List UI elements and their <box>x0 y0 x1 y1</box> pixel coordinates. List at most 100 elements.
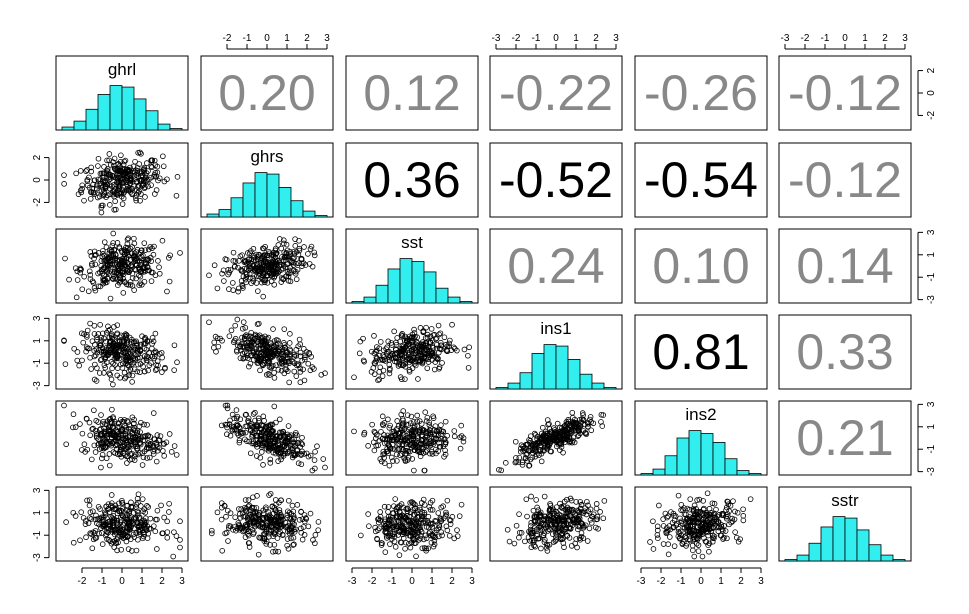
scatter-point <box>248 256 255 262</box>
scatter-point <box>307 452 314 459</box>
scatter-point <box>302 356 308 363</box>
scatter-point <box>283 254 289 261</box>
scatter-point <box>234 348 240 355</box>
scatter-point <box>84 167 90 173</box>
scatter-point <box>438 422 444 428</box>
scatter-point <box>264 269 271 275</box>
scatter-point <box>222 256 229 262</box>
scatter-point <box>414 412 420 419</box>
scatter-point <box>150 410 157 416</box>
scatter-point <box>95 442 101 448</box>
scatter-point <box>275 548 282 555</box>
tick-label: 3 <box>469 576 475 587</box>
histogram-bar <box>591 382 605 390</box>
scatter-point <box>152 330 159 337</box>
scatter-point <box>412 362 419 369</box>
scatter-point <box>411 361 418 367</box>
scatter-point <box>295 343 302 349</box>
scatter-point <box>127 433 134 439</box>
scatter-point <box>79 286 86 293</box>
scatter-point <box>290 262 297 268</box>
scatter-point <box>177 250 183 256</box>
correlation-label: 0.12 <box>363 65 460 121</box>
scatter-point <box>149 345 155 352</box>
scatter-point <box>230 280 236 286</box>
scatter-point <box>143 160 150 166</box>
scatter-point <box>142 184 148 190</box>
scatter-point <box>151 355 157 362</box>
scatter-point <box>149 341 155 347</box>
scatter-point <box>286 433 293 440</box>
scatter-point <box>79 357 85 364</box>
scatter-point <box>456 513 463 519</box>
scatter-point <box>92 261 99 268</box>
scatter-point <box>239 325 246 332</box>
scatter-point <box>271 349 278 355</box>
scatter-point <box>79 430 86 437</box>
scatter-point <box>130 347 137 354</box>
scatter-point <box>260 362 267 368</box>
scatter-point <box>438 342 444 349</box>
scatter-point <box>286 340 293 346</box>
scatter-point <box>740 506 746 513</box>
scatter-point <box>224 424 230 431</box>
tick-label: 0 <box>842 33 848 44</box>
scatter-point <box>397 362 404 368</box>
scatter-point <box>87 432 93 439</box>
scatter-point <box>78 509 85 515</box>
scatter-point <box>699 553 706 560</box>
scatter-point <box>117 361 124 368</box>
scatter-point <box>522 538 528 545</box>
scatter-point <box>137 347 144 353</box>
scatter-point <box>99 202 106 209</box>
tick-label: -1 <box>243 33 252 44</box>
scatter-point <box>449 321 455 328</box>
histogram-bar <box>736 470 750 476</box>
scatter-point <box>413 341 419 348</box>
histogram-bar <box>157 123 171 131</box>
tick-label: -3 <box>348 576 357 587</box>
scatter-point <box>376 352 383 359</box>
scatter-point <box>281 326 288 332</box>
histogram-bar <box>121 86 135 131</box>
scatter-point <box>145 440 152 446</box>
scatter-point <box>136 423 143 430</box>
scatter-point <box>127 282 134 288</box>
scatter-point <box>168 449 175 455</box>
scatter-point <box>92 252 98 258</box>
scatter-point <box>665 513 671 520</box>
panel-frame <box>634 314 768 390</box>
scatter-point <box>245 418 251 424</box>
scatter-point <box>386 462 393 469</box>
scatter-point <box>263 346 269 353</box>
histogram-bar <box>302 210 316 218</box>
histogram-bar <box>712 442 726 476</box>
scatter-point <box>309 263 316 270</box>
scatter-point <box>287 331 293 337</box>
scatter-point <box>99 451 106 458</box>
scatter-point <box>110 415 116 422</box>
scatter-point <box>265 447 272 454</box>
scatter-point <box>252 417 258 424</box>
correlation-label: -0.54 <box>644 152 758 208</box>
scatter-point <box>437 330 444 337</box>
scatter-point <box>568 543 575 549</box>
scatter-point <box>160 163 167 170</box>
tick-label: -1 <box>98 576 107 587</box>
scatter-point <box>173 533 180 539</box>
panel-frame <box>55 400 189 476</box>
scatter-point <box>121 257 127 263</box>
scatter-point <box>100 330 106 337</box>
scatter-point <box>308 243 315 250</box>
scatter-point <box>461 346 468 353</box>
scatter-point <box>259 349 266 356</box>
scatter-point <box>119 365 126 371</box>
scatter-point <box>141 278 148 285</box>
scatter-point <box>232 514 238 521</box>
scatter-point <box>234 316 241 323</box>
scatter-point <box>119 343 126 349</box>
scatter-point <box>400 343 407 350</box>
scatter-point <box>588 520 595 526</box>
scatter-point <box>173 452 180 458</box>
scatter-point <box>305 360 312 367</box>
